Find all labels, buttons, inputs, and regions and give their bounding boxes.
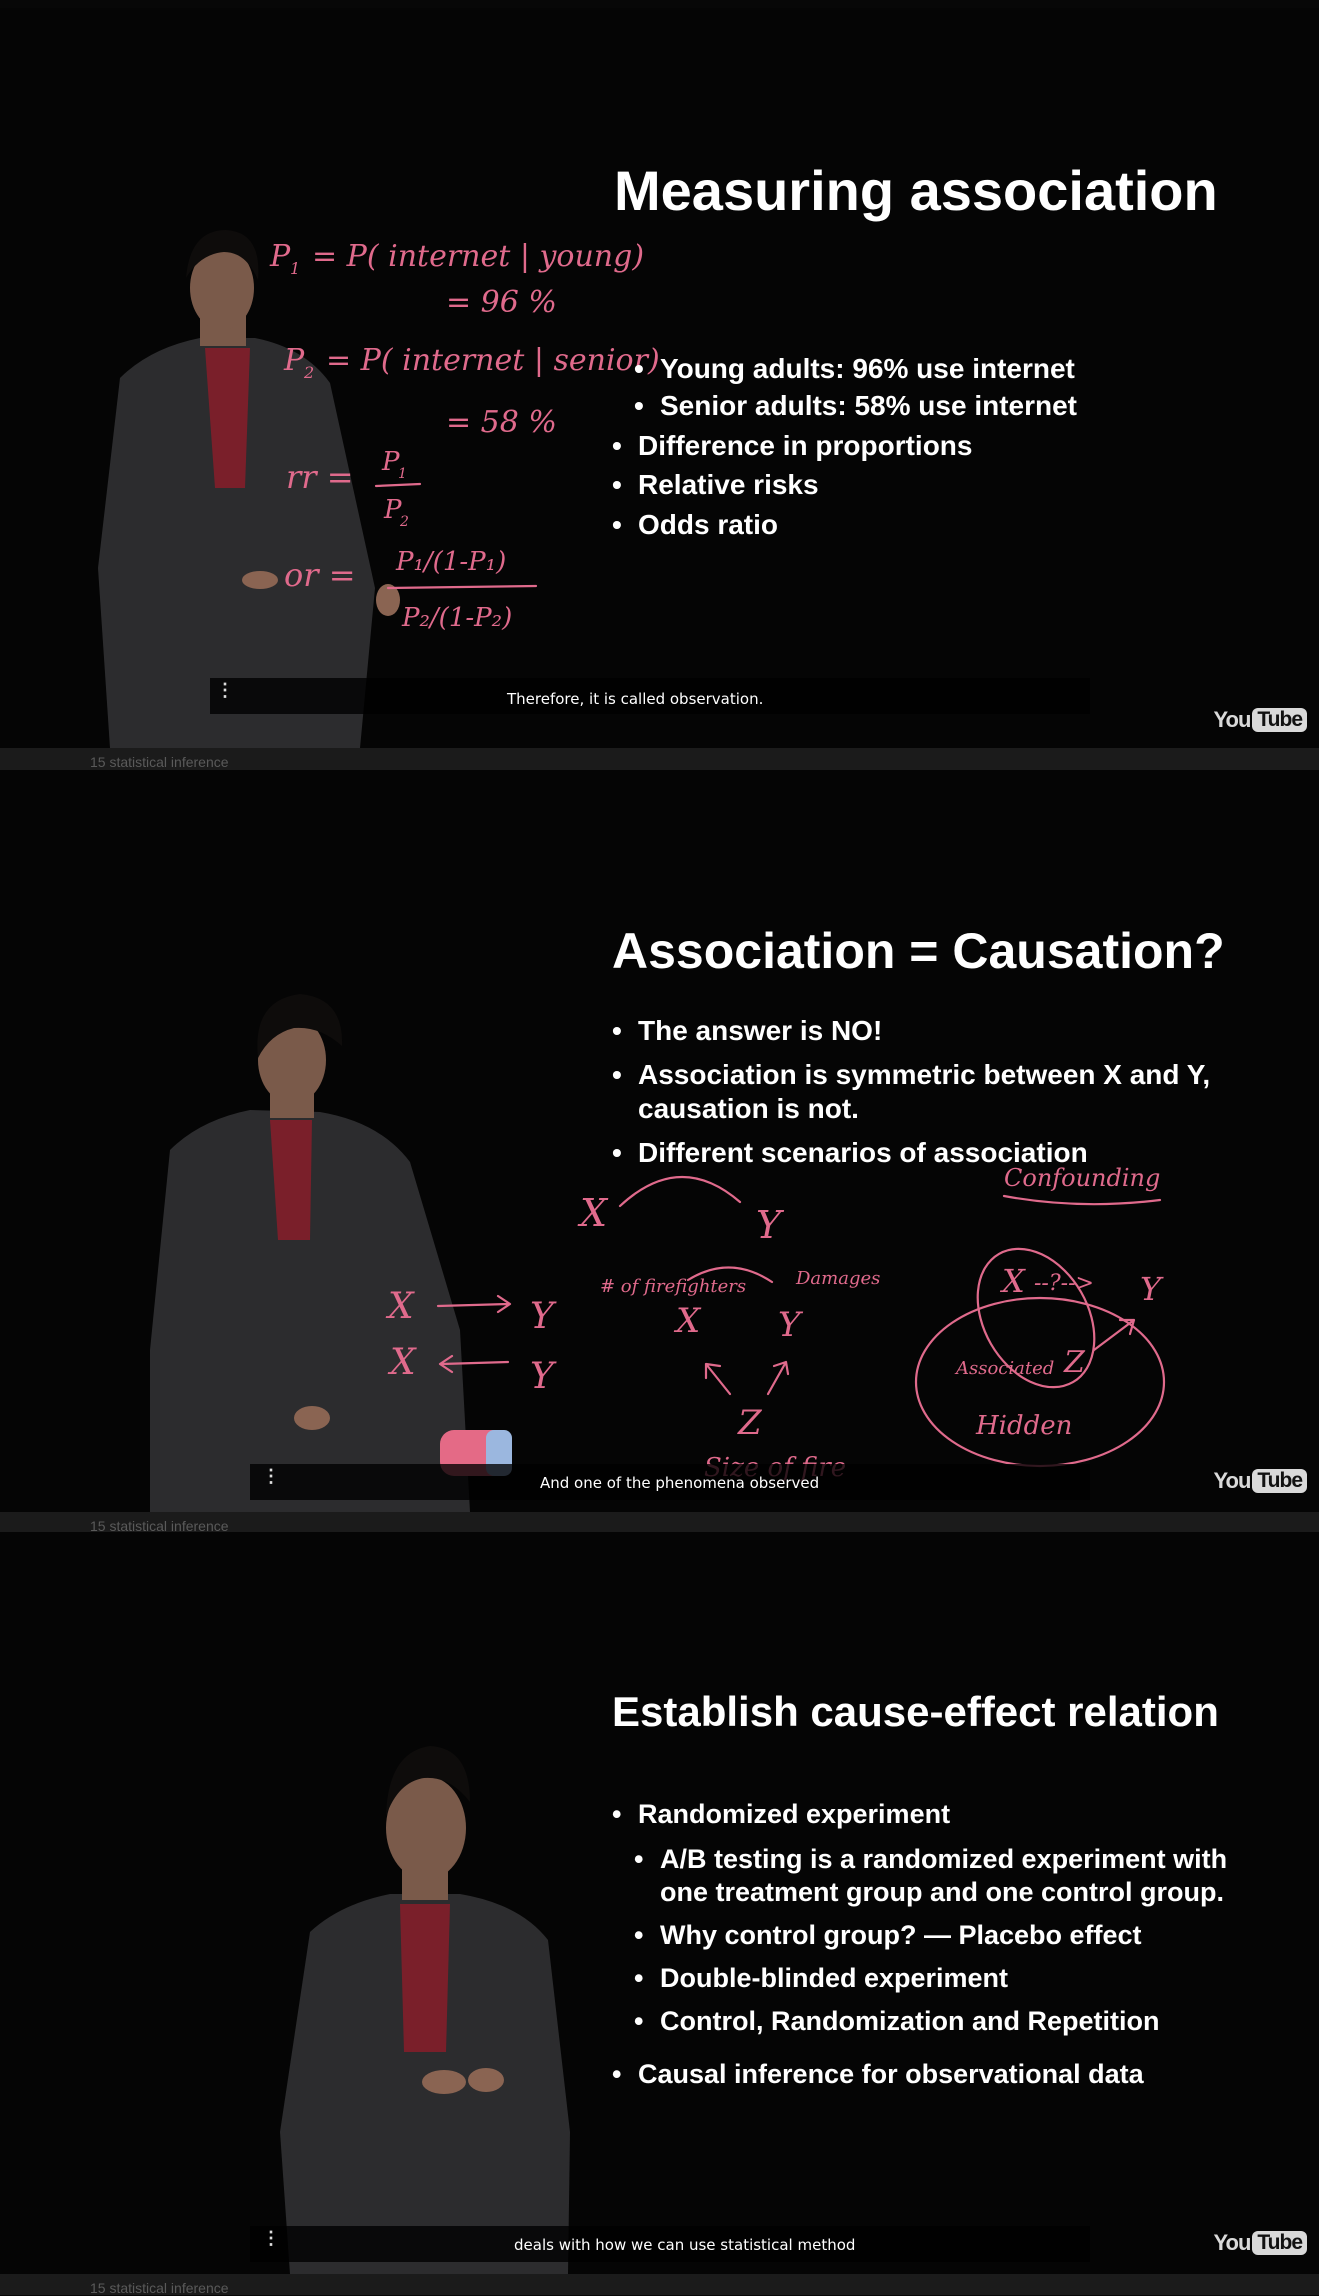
- hw-y-2: Y: [530, 1356, 557, 1397]
- hw-p2-sub: 2: [303, 363, 314, 382]
- hw-inner-ellipse: [976, 1247, 1096, 1389]
- hw-x-fire: X: [673, 1301, 702, 1341]
- slide-title: Association = Causation?: [612, 923, 1225, 979]
- caption-options-icon[interactable]: ⋮: [262, 1466, 280, 1486]
- slide-title: Measuring association: [614, 159, 1218, 222]
- hw-z-fire: Z: [737, 1403, 763, 1443]
- bullet-senior-adults: Senior adults: 58% use internet: [612, 389, 1252, 423]
- hw-or-num: P₁/(1-P₁): [395, 547, 506, 577]
- bullet-list: Young adults: 96% use internet Senior ad…: [612, 352, 1252, 542]
- hw-p1-symbol: P: [269, 239, 291, 274]
- bullet-list: Randomized experiment A/B testing is a r…: [612, 1798, 1252, 2091]
- hw-rr-den-sub: 2: [399, 514, 409, 530]
- hw-arrow-left: [438, 1354, 510, 1374]
- bullet-scenarios: Different scenarios of association: [612, 1136, 1252, 1170]
- gap-label: 15 statistical inference: [90, 1518, 229, 1534]
- frame-gap-1: 15 statistical inference: [0, 748, 1319, 770]
- frame-gap-3: 15 statistical inference: [0, 2274, 1319, 2296]
- youtube-logo-you: You: [1213, 1468, 1251, 1493]
- youtube-logo-you: You: [1213, 2230, 1251, 2255]
- hw-arrow-right: [436, 1294, 512, 1314]
- hw-p2-value: = 58 %: [446, 405, 557, 440]
- bullet-answer-no: The answer is NO!: [612, 1014, 1252, 1048]
- caption-bar: [250, 1464, 1090, 1500]
- caption-text: deals with how we can use statistical me…: [514, 2236, 856, 2254]
- bullet-young-adults: Young adults: 96% use internet: [612, 352, 1252, 386]
- hw-x-2: X: [387, 1342, 417, 1383]
- hw-associated: Associated: [954, 1358, 1054, 1379]
- hw-x-1: X: [385, 1286, 415, 1327]
- hw-hidden: Hidden: [975, 1411, 1072, 1441]
- hw-p1-sub: 1: [290, 259, 300, 278]
- hw-y-1: Y: [530, 1296, 557, 1337]
- caption-text: Therefore, it is called observation.: [507, 690, 764, 708]
- gap-label: 15 statistical inference: [90, 2280, 229, 2296]
- hw-p2-symbol: P: [283, 343, 305, 378]
- presenter-figure: [280, 1746, 570, 2274]
- hw-rr-num-sub: 1: [398, 466, 407, 482]
- youtube-watermark[interactable]: You Tube: [1213, 1466, 1307, 1496]
- youtube-logo-you: You: [1213, 707, 1251, 732]
- youtube-watermark[interactable]: You Tube: [1213, 2228, 1307, 2258]
- bullet-double-blinded: Double-blinded experiment: [612, 1962, 1252, 1995]
- bullet-control-randomization: Control, Randomization and Repetition: [612, 2005, 1252, 2038]
- hw-or-fraction-line: [386, 584, 538, 590]
- hw-p1-value: = 96 %: [446, 285, 557, 320]
- hw-damages: Damages: [795, 1268, 880, 1289]
- hw-x-conf: X: [999, 1262, 1026, 1300]
- hw-rr-fraction-line: [374, 482, 422, 488]
- bullet-relative-risks: Relative risks: [612, 468, 1252, 502]
- bullet-list: The answer is NO! Association is symmetr…: [612, 1014, 1252, 1171]
- hw-y-conf: Y: [1140, 1270, 1164, 1308]
- hw-z-conf: Z: [1063, 1345, 1086, 1380]
- hw-q-arrow: --?-->: [1034, 1271, 1094, 1296]
- bullet-ab-testing: A/B testing is a randomized experiment w…: [612, 1843, 1240, 1909]
- bullet-difference: Difference in proportions: [612, 429, 1252, 463]
- handwriting-layer-2: X Y X Y X Y # of firefighters Damages X …: [385, 1164, 1166, 1483]
- youtube-logo-tube: Tube: [1252, 2231, 1307, 2255]
- caption-options-icon[interactable]: ⋮: [216, 680, 234, 700]
- bullet-randomized-experiment: Randomized experiment: [612, 1798, 1252, 1831]
- gap-label: 15 statistical inference: [90, 754, 229, 770]
- slide-title: Establish cause-effect relation: [612, 1688, 1219, 1735]
- hw-arrow-zy: [766, 1360, 790, 1396]
- bullet-causal-inference: Causal inference for observational data: [612, 2058, 1252, 2091]
- caption-bar: [250, 2226, 1090, 2262]
- hw-x-top: X: [577, 1191, 609, 1235]
- hw-arrow-zx: [704, 1362, 732, 1396]
- hw-rr-num: P: [381, 447, 400, 477]
- hw-rr-lhs: rr =: [286, 458, 354, 496]
- hw-association-arc: [618, 1175, 742, 1208]
- video-frame-cause-effect[interactable]: Establish cause-effect relation Randomiz…: [0, 1532, 1319, 2274]
- hw-rr-den: P: [383, 495, 402, 525]
- caption-options-icon[interactable]: ⋮: [262, 2228, 280, 2248]
- youtube-watermark[interactable]: You Tube: [1213, 705, 1307, 735]
- hw-arrow-zy-conf: [1092, 1318, 1136, 1352]
- youtube-logo-tube: Tube: [1252, 708, 1307, 732]
- hw-confounding-underline: [1002, 1194, 1162, 1206]
- bullet-odds-ratio: Odds ratio: [612, 508, 1252, 542]
- bullet-control-group: Why control group? — Placebo effect: [612, 1919, 1252, 1952]
- presenter-figure: [98, 230, 400, 748]
- hw-p2-equation: = P( internet | senior): [326, 343, 660, 378]
- hw-firefighters: # of firefighters: [600, 1276, 746, 1297]
- handwriting-layer-1: P 1 = P( internet | young) = 96 % P 2 = …: [269, 239, 660, 633]
- bullet-symmetric: Association is symmetric between X and Y…: [612, 1058, 1252, 1126]
- hw-y-top: Y: [756, 1203, 785, 1247]
- hw-p1-equation: = P( internet | young): [312, 239, 644, 274]
- hw-or-den: P₂/(1-P₂): [401, 603, 512, 633]
- frame-gap-2: 15 statistical inference: [0, 1512, 1319, 1534]
- hw-or-lhs: or =: [284, 556, 356, 594]
- hw-y-fire: Y: [778, 1305, 804, 1345]
- youtube-logo-tube: Tube: [1252, 1469, 1307, 1493]
- video-frame-measuring-association[interactable]: P 1 = P( internet | young) = 96 % P 2 = …: [0, 8, 1319, 748]
- caption-text: And one of the phenomena observed: [540, 1474, 820, 1492]
- caption-bar: [210, 678, 1090, 714]
- video-frame-association-causation[interactable]: X Y X Y X Y # of firefighters Damages X …: [0, 770, 1319, 1512]
- hw-ff-arc: [686, 1266, 774, 1284]
